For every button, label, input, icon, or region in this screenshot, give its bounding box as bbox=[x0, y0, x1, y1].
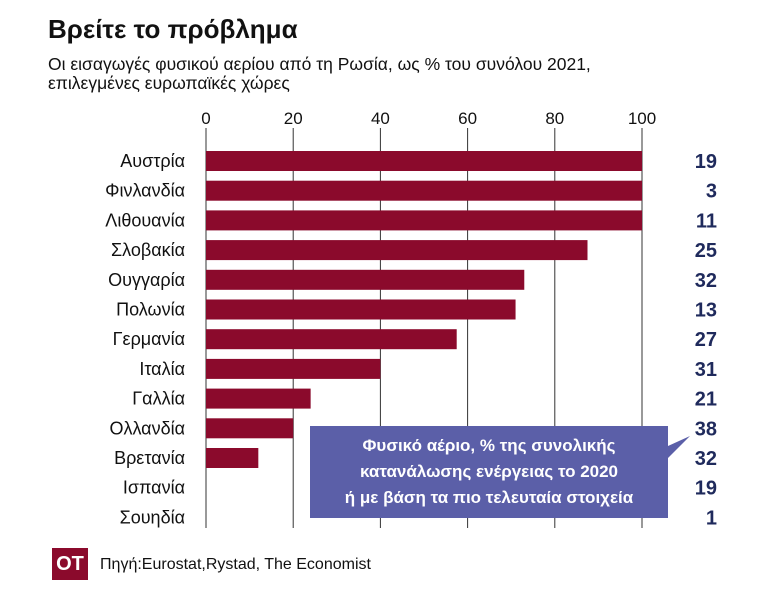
category-label: Ουγγαρία bbox=[108, 270, 185, 290]
callout-text: κατανάλωσης ενέργειας το 2020 bbox=[360, 462, 618, 481]
category-label: Γερμανία bbox=[113, 329, 185, 349]
x-tick-label: 100 bbox=[628, 109, 656, 128]
chart-title: Βρείτε το πρόβλημα bbox=[48, 14, 298, 44]
chart-subtitle: Οι εισαγωγές φυσικού αερίου από τη Ρωσία… bbox=[48, 55, 748, 93]
secondary-value: 27 bbox=[695, 329, 717, 351]
x-tick-label: 60 bbox=[458, 109, 477, 128]
secondary-value: 21 bbox=[695, 389, 717, 411]
bar bbox=[206, 269, 525, 290]
category-label: Φινλανδία bbox=[105, 181, 185, 201]
category-label: Αυστρία bbox=[120, 151, 185, 171]
bar bbox=[206, 210, 642, 231]
bar bbox=[206, 358, 381, 379]
category-label: Γαλλία bbox=[132, 389, 185, 409]
category-label: Πολωνία bbox=[116, 300, 185, 320]
secondary-value: 32 bbox=[695, 270, 717, 292]
source-note: Πηγή:Eurostat,Rystad, The Economist bbox=[100, 556, 371, 573]
category-label: Σλοβακία bbox=[111, 240, 185, 260]
bar-chart: 0 20 40 60 80 100 Αυστρία 19 Φινλανδία 3 Λιθουανία… bbox=[105, 109, 717, 529]
bar bbox=[206, 299, 516, 320]
bar bbox=[206, 180, 642, 201]
secondary-value: 32 bbox=[695, 448, 717, 470]
secondary-value: 11 bbox=[696, 210, 717, 232]
callout-pointer bbox=[668, 436, 690, 458]
bar bbox=[206, 448, 259, 468]
callout-box bbox=[310, 426, 668, 518]
secondary-value: 38 bbox=[695, 418, 717, 440]
subtitle-line: επιλεγμένες ευρωπαϊκές χώρες bbox=[48, 73, 290, 93]
category-label: Ισπανία bbox=[123, 478, 185, 498]
subtitle-line: Οι εισαγωγές φυσικού αερίου από τη Ρωσία… bbox=[48, 54, 591, 74]
logo: OT bbox=[52, 548, 88, 580]
secondary-value: 19 bbox=[695, 151, 717, 173]
secondary-value: 31 bbox=[695, 359, 717, 381]
bar bbox=[206, 151, 642, 171]
x-tick-label: 0 bbox=[201, 109, 210, 128]
category-label: Ολλανδία bbox=[109, 418, 185, 438]
bar bbox=[206, 240, 588, 261]
secondary-value: 13 bbox=[695, 300, 717, 322]
category-label: Βρετανία bbox=[114, 448, 185, 468]
callout-text: ή με βάση τα πιο τελευταία στοιχεία bbox=[345, 488, 634, 507]
bar bbox=[206, 329, 457, 350]
category-label: Λιθουανία bbox=[105, 210, 185, 230]
bar bbox=[206, 418, 294, 439]
x-tick-label: 20 bbox=[284, 109, 303, 128]
x-tick-label: 40 bbox=[371, 109, 390, 128]
x-tick-label: 80 bbox=[545, 109, 564, 128]
category-label: Σουηδία bbox=[120, 507, 185, 527]
category-label: Ιταλία bbox=[139, 359, 185, 379]
bar bbox=[206, 388, 311, 409]
secondary-value: 25 bbox=[695, 240, 717, 262]
secondary-value: 3 bbox=[706, 181, 717, 203]
callout-text: Φυσικό αέριο, % της συνολικής bbox=[362, 436, 615, 455]
secondary-value: 19 bbox=[695, 478, 717, 500]
secondary-value: 1 bbox=[706, 507, 717, 529]
